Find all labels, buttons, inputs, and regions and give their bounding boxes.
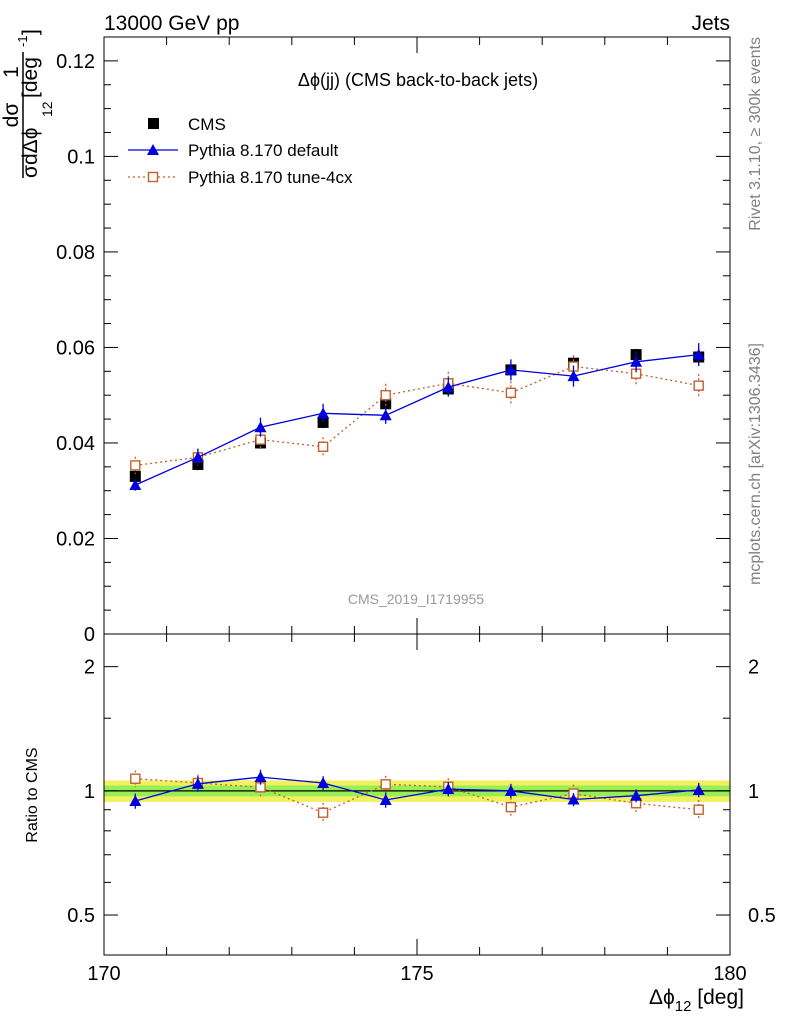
main-y-tick-label: 0.06 — [56, 337, 95, 359]
ratio-marker-tune — [693, 804, 704, 815]
main-panel: 0 0.02 0.04 0.06 0.08 0.1 0.12 Δϕ(jj) (CMS bac… — [0, 29, 731, 646]
main-marker-tune — [130, 460, 141, 471]
ratio-marker-default — [692, 783, 705, 795]
legend-label-cms: CMS — [188, 115, 226, 134]
main-marker-default — [504, 363, 517, 375]
ratio-line-tune — [135, 778, 699, 814]
ratio-marker-tune — [505, 801, 517, 813]
main-y-tick-label: 0.1 — [67, 146, 95, 168]
xlabel-unit: [deg] — [691, 986, 744, 1009]
main-marker-default — [191, 451, 204, 463]
ratio-marker-default — [254, 771, 267, 783]
main-marker-cms — [129, 470, 141, 482]
main-marker-default — [692, 348, 705, 360]
legend: CMS Pythia 8.170 default Pythia 8.170 tu… — [128, 115, 353, 187]
ratio-marker-default — [191, 777, 204, 789]
plot-title: Δϕ(jj) (CMS back-to-back jets) — [298, 70, 538, 90]
x-tick-label: 170 — [87, 963, 120, 985]
ylabel-dsigma: dσ — [0, 103, 23, 128]
ylabel-subscript: 12 — [39, 101, 55, 117]
main-marker-tune — [317, 441, 329, 452]
main-y-tick-label: 0.12 — [56, 51, 95, 73]
main-marker-tune — [693, 380, 704, 391]
ylabel-sigma: σ — [19, 165, 42, 178]
main-axis-ticks — [103, 37, 731, 635]
main-marker-default — [254, 421, 267, 433]
ratio-line-default — [135, 776, 699, 802]
ratio-marker-default — [129, 794, 142, 806]
main-y-tick-label: 0 — [84, 624, 95, 646]
main-y-tick-label: 0.04 — [56, 433, 95, 455]
legend-marker-tune — [147, 171, 159, 183]
ratio-marker-default — [317, 776, 330, 788]
ratio-y-tick-label: 2 — [84, 657, 95, 679]
ratio-marker-default — [379, 794, 392, 806]
ratio-y-tick-label: 1 — [84, 781, 95, 803]
main-marker-default — [630, 355, 643, 367]
ylabel-one: 1 — [0, 66, 23, 78]
main-line-tune — [135, 365, 699, 467]
main-marker-default — [317, 407, 330, 419]
analysis-id: CMS_2019_I1719955 — [348, 591, 484, 607]
legend-marker-cms — [148, 118, 159, 129]
ratio-marker-default — [630, 789, 643, 801]
main-y-tick-labels: 0 0.02 0.04 0.06 0.08 0.1 0.12 — [56, 51, 95, 646]
main-y-tick-label: 0.02 — [56, 528, 95, 550]
ratio-series-layer — [129, 769, 705, 824]
mcplots-label: mcplots.cern.ch [arXiv:1306.3436] — [747, 343, 764, 585]
xlabel-subscript: 12 — [675, 998, 692, 1015]
legend-marker-default — [147, 144, 159, 155]
ratio-marker-default — [504, 784, 517, 796]
main-marker-tune — [505, 387, 517, 399]
main-y-axis-label: 1 dσ σ dΔϕ 12 [deg -1 ] — [0, 29, 55, 178]
ratio-axis-ticks — [103, 634, 731, 955]
ratio-panel: 0.5 0.51 12 2 Ratio to CMS 170 175 180 Δϕ12 [… — [24, 633, 776, 1015]
ratio-y-tick-labels: 0.5 0.5 1 1 2 2 — [67, 657, 776, 927]
main-marker-default — [129, 478, 142, 490]
ylabel-unit: [deg — [19, 57, 42, 98]
ratio-marker-tune — [317, 807, 329, 818]
x-axis-label: Δϕ12 [deg] — [649, 986, 744, 1015]
main-marker-tune — [380, 390, 391, 401]
main-marker-default — [379, 409, 392, 421]
ratio-marker-default — [567, 793, 580, 805]
main-series-layer — [129, 343, 705, 491]
header-process: Jets — [691, 12, 730, 35]
x-tick-labels: 170 175 180 — [87, 963, 746, 985]
legend-label-tune: Pythia 8.170 tune-4cx — [188, 168, 353, 187]
ylabel-dphi: dΔϕ — [19, 128, 42, 165]
ratio-y-tick-label: 0.5 — [67, 905, 95, 927]
main-line-default — [135, 353, 699, 486]
ratio-y-tick-label-right: 0.5 — [748, 905, 776, 927]
ylabel-unit-close: ] — [19, 29, 42, 35]
x-tick-label: 180 — [713, 963, 746, 985]
ratio-y-tick-label-right: 2 — [748, 657, 759, 679]
main-marker-default — [442, 381, 455, 393]
main-marker-default — [567, 370, 580, 382]
legend-label-default: Pythia 8.170 default — [188, 141, 339, 160]
main-y-tick-label: 0.08 — [56, 242, 95, 264]
ratio-marker-tune — [130, 773, 141, 784]
ratio-y-axis-label: Ratio to CMS — [24, 747, 41, 842]
ylabel-unit-exponent: -1 — [15, 35, 30, 47]
ratio-marker-tune — [380, 779, 391, 790]
header-energy: 13000 GeV pp — [104, 12, 239, 35]
ratio-marker-default — [442, 783, 455, 795]
x-tick-label: 175 — [400, 963, 433, 985]
rivet-label: Rivet 3.1.10, ≥ 300k events — [747, 37, 764, 231]
ratio-y-tick-label-right: 1 — [748, 781, 759, 803]
xlabel-main: Δϕ — [649, 986, 675, 1009]
